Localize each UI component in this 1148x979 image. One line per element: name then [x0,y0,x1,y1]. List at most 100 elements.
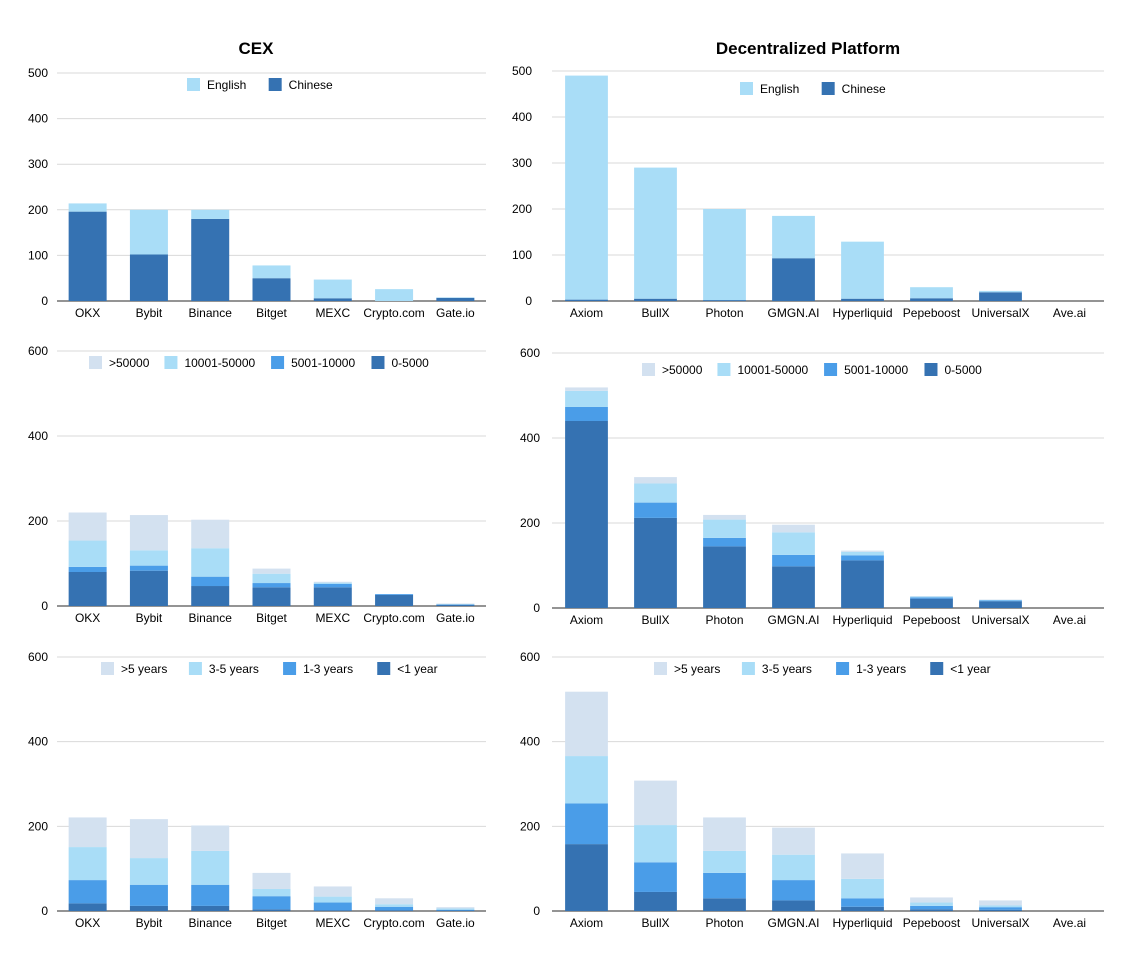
x-tick-label: Ave.ai [1053,613,1086,627]
x-tick-label: Binance [189,611,233,625]
bar-axiom-english [565,76,608,300]
bar-hyperliquid-5001-10000 [841,555,884,560]
bar-photon-0-5000 [703,546,746,608]
bar-binance--50000 [191,520,229,548]
bar-photon-10001-50000 [703,520,746,538]
x-tick-label: Hyperliquid [832,613,892,627]
y-tick-label: 600 [28,344,48,358]
bar-pepeboost-1-3-years [910,906,953,909]
bar-mexc-3-5-years [314,897,352,903]
legend-label: 0-5000 [944,363,982,377]
legend-swatch [824,363,837,376]
y-tick-label: 300 [28,157,48,171]
x-tick-label: MEXC [315,611,350,625]
y-tick-label: 600 [520,346,540,360]
bar-okx-0-5000 [69,572,107,606]
bar-mexc-1-3-years [314,903,352,911]
bar-gmgn-ai-3-5-years [772,855,815,880]
legend-label: English [207,78,246,92]
y-tick-label: 0 [41,294,48,308]
x-tick-label: Pepeboost [903,916,961,930]
y-tick-label: 100 [28,248,48,262]
x-tick-label: GMGN.AI [767,916,819,930]
legend-swatch [101,662,114,675]
x-tick-label: MEXC [315,306,350,320]
bar-bullx--5-years [634,781,677,825]
decentralized-column-title: Decentralized Platform [716,39,900,58]
bar-universalx--1-year [979,910,1022,911]
bar-axiom--1-year [565,844,608,911]
bar-bitget-chinese [253,278,291,301]
legend-label: 1-3 years [303,662,353,676]
bar-photon--5-years [703,817,746,850]
legend-label: Chinese [842,82,886,96]
bar-axiom-1-3-years [565,803,608,844]
legend-label: 5001-10000 [291,356,355,370]
bar-binance-3-5-years [191,851,229,885]
y-tick-label: 200 [28,514,48,528]
bar-pepeboost--1-year [910,909,953,911]
y-tick-label: 600 [28,650,48,664]
cex-column-title: CEX [239,39,275,58]
legend-swatch [717,363,730,376]
bar-crypto-com--5-years [375,898,413,904]
bar-okx-english [69,203,107,211]
bar-crypto-com-3-5-years [375,904,413,907]
legend-label: Chinese [289,78,333,92]
x-tick-label: Crypto.com [363,611,424,625]
bar-hyperliquid--5-years [841,853,884,878]
legend-swatch [283,662,296,675]
legend-swatch [269,78,282,91]
bar-axiom--5-years [565,692,608,756]
bar-crypto-com-5001-10000 [375,594,413,595]
bar-photon--50000 [703,515,746,520]
x-tick-label: Binance [189,916,233,930]
x-tick-label: Crypto.com [363,306,424,320]
legend-swatch [742,662,755,675]
legend-swatch [371,356,384,369]
bar-binance-1-3-years [191,885,229,906]
legend-label: >50000 [662,363,703,377]
x-tick-label: Pepeboost [903,306,961,320]
legend-label: >50000 [109,356,150,370]
x-tick-label: UniversalX [971,306,1029,320]
legend-swatch [642,363,655,376]
bar-crypto-com-english [375,289,413,301]
legend-label: 1-3 years [856,662,906,676]
bar-hyperliquid--1-year [841,907,884,911]
bar-axiom-chinese [565,300,608,301]
bar-binance-10001-50000 [191,548,229,576]
x-tick-label: Binance [189,306,233,320]
bar-pepeboost-3-5-years [910,903,953,906]
bar-bullx-5001-10000 [634,503,677,518]
x-tick-label: Bitget [256,611,287,625]
legend-swatch [924,363,937,376]
bar-axiom--50000 [565,387,608,390]
bar-bybit-10001-50000 [130,550,168,565]
legend-label: <1 year [397,662,437,676]
bar-hyperliquid--50000 [841,551,884,552]
bar-okx-3-5-years [69,847,107,880]
bar-crypto-com-0-5000 [375,595,413,606]
bar-bitget--5-years [253,873,291,889]
legend-swatch [740,82,753,95]
bar-bullx-10001-50000 [634,483,677,502]
x-tick-label: OKX [75,611,100,625]
bar-gmgn-ai-english [772,216,815,258]
bar-hyperliquid-10001-50000 [841,552,884,555]
y-tick-label: 200 [28,819,48,833]
bar-hyperliquid-0-5000 [841,560,884,608]
x-tick-label: Gate.io [436,916,475,930]
bar-universalx-english [979,291,1022,292]
x-tick-label: BullX [641,916,669,930]
legend-swatch [930,662,943,675]
bar-mexc-5001-10000 [314,584,352,587]
y-tick-label: 300 [512,156,532,170]
bar-binance-english [191,210,229,219]
bar-mexc--5-years [314,886,352,896]
bar-pepeboost--5-years [910,897,953,902]
legend-swatch [271,356,284,369]
x-tick-label: OKX [75,916,100,930]
y-tick-label: 400 [520,735,540,749]
bar-bullx--50000 [634,477,677,483]
